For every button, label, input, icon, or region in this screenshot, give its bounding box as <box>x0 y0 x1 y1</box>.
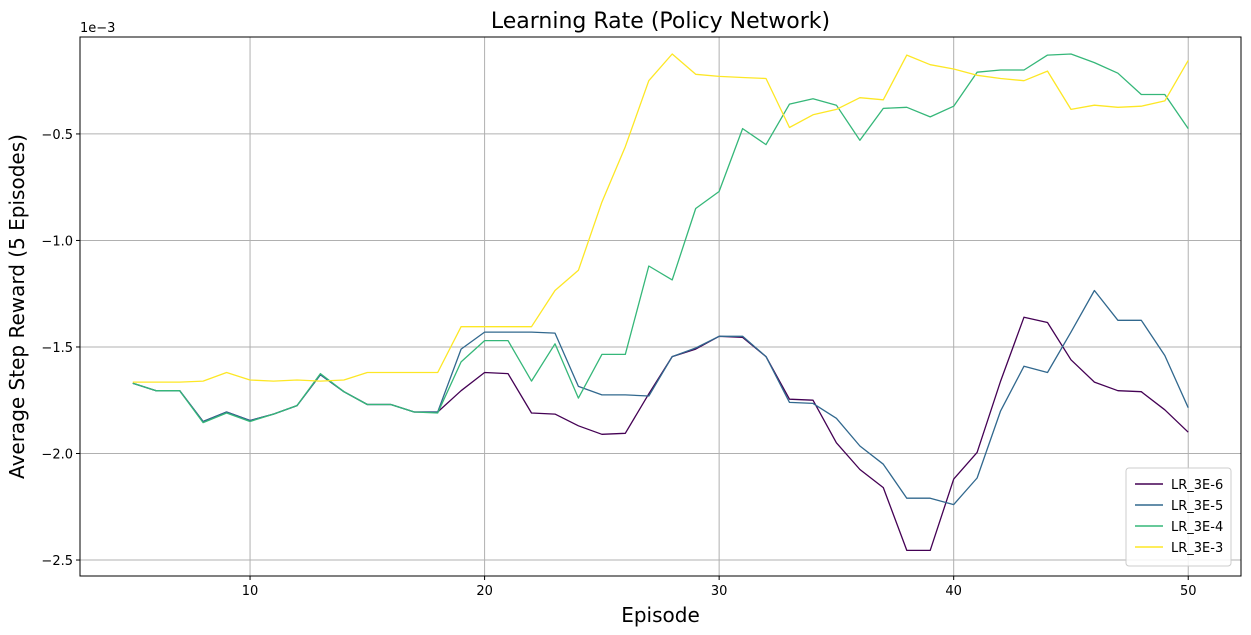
y-tick-label: −1.5 <box>41 341 73 356</box>
y-tick-label: −1.0 <box>41 234 73 249</box>
series-lines <box>132 53 1189 552</box>
x-axis-ticks: 10 20 30 40 50 <box>242 576 1197 599</box>
x-tick-label: 20 <box>476 584 493 599</box>
x-tick-label: 30 <box>711 584 728 599</box>
legend-label: LR_3E-5 <box>1171 499 1223 514</box>
plot-frame <box>79 36 1242 577</box>
y-axis-label: Average Step Reward (5 Episodes) <box>5 134 29 479</box>
x-tick-label: 50 <box>1180 584 1197 599</box>
legend: LR_3E-6 LR_3E-5 LR_3E-4 LR_3E-3 <box>1125 467 1232 567</box>
legend-box <box>1125 467 1232 567</box>
series-line-lr-3e-3 <box>132 53 1189 383</box>
y-axis-ticks: −2.5 −2.0 −1.5 −1.0 −0.5 <box>41 128 80 569</box>
legend-label: LR_3E-3 <box>1171 541 1223 556</box>
chart-title: Learning Rate (Policy Network) <box>491 9 830 34</box>
series-line-lr-3e-4 <box>132 53 1189 424</box>
y-tick-label: −0.5 <box>41 128 73 143</box>
grid-lines <box>80 37 1241 576</box>
x-tick-label: 10 <box>242 584 259 599</box>
x-tick-label: 40 <box>945 584 962 599</box>
y-offset-text: 1e−3 <box>80 21 115 36</box>
series-line-lr-3e-6 <box>132 316 1189 552</box>
y-tick-label: −2.0 <box>41 448 73 463</box>
legend-label: LR_3E-4 <box>1171 520 1223 535</box>
series-line-lr-3e-5 <box>132 289 1189 506</box>
x-axis-label: Episode <box>621 603 700 627</box>
legend-label: LR_3E-6 <box>1171 478 1223 493</box>
y-tick-label: −2.5 <box>41 554 73 569</box>
